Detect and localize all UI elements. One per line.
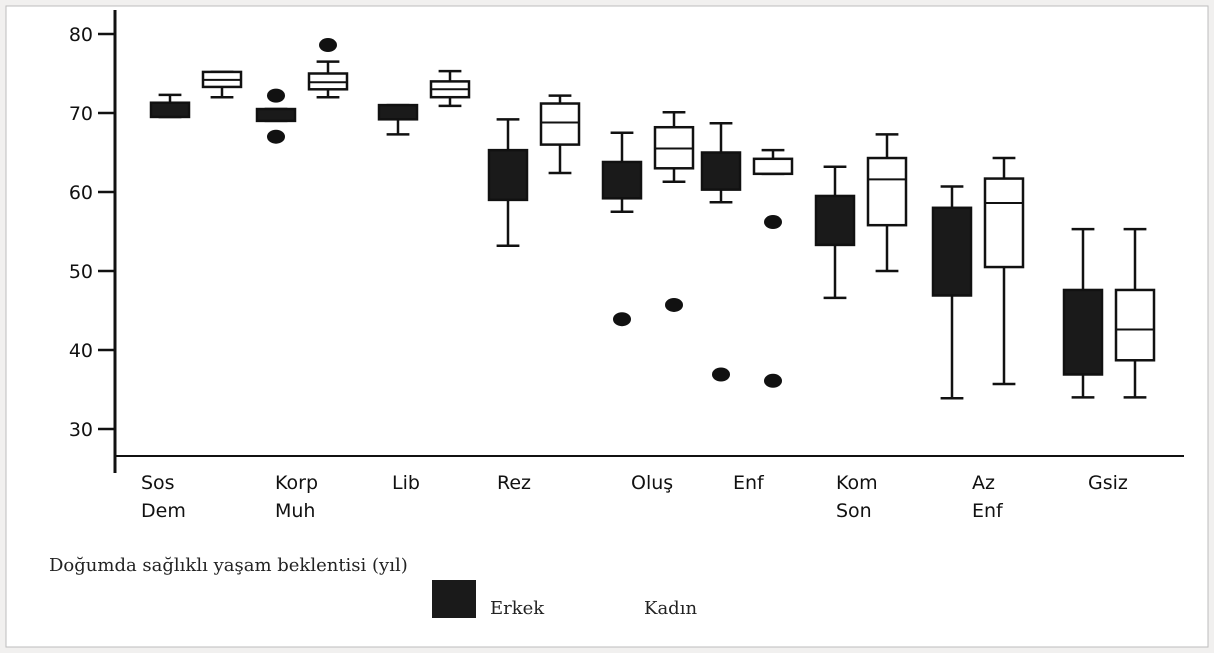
- chart-caption: Doğumda sağlıklı yaşam beklentisi (yıl): [49, 555, 408, 576]
- category-label: Oluş: [631, 472, 673, 494]
- box-erkek: [377, 103, 419, 121]
- outlier-point: [267, 129, 285, 144]
- box-erkek: [931, 206, 973, 297]
- category-label: Dem: [141, 500, 186, 522]
- y-tick-label: 40: [69, 340, 93, 362]
- category-label: Korp: [275, 472, 318, 494]
- category-label: Kom: [836, 472, 878, 494]
- y-tick-label: 30: [69, 419, 93, 441]
- category-label: Muh: [275, 500, 315, 522]
- y-tick-label: 70: [69, 103, 93, 125]
- legend: Erkek Kadın: [432, 579, 697, 619]
- box-erkek: [601, 160, 643, 200]
- box-kadin: [752, 157, 794, 176]
- legend-label-erkek: Erkek: [490, 598, 545, 619]
- outlier-point: [764, 373, 782, 388]
- outlier-point: [267, 88, 285, 103]
- y-tick-label: 80: [69, 24, 93, 46]
- category-label: Gsiz: [1088, 472, 1128, 494]
- y-tick-label: 50: [69, 261, 93, 283]
- legend-swatch-kadin: [580, 579, 626, 619]
- outlier-point: [613, 312, 631, 327]
- outlier-point: [665, 297, 683, 312]
- box-kadin: [866, 156, 908, 227]
- box-kadin: [1114, 288, 1156, 362]
- category-label: Rez: [497, 472, 531, 494]
- box-kadin: [983, 177, 1025, 269]
- box-erkek: [814, 194, 856, 247]
- category-label: Enf: [972, 500, 1004, 522]
- plot-layer: [149, 38, 1156, 400]
- label-layer: Sos Dem Korp Muh Lib Rez Oluş Enf Kom Son Az Enf Gsi…: [141, 472, 1128, 522]
- box-kadin: [539, 102, 581, 146]
- box-erkek: [487, 148, 529, 202]
- category-label: Az: [972, 472, 995, 494]
- box-erkek: [700, 151, 742, 191]
- axes-layer: 30 40 50 60 70 80: [69, 10, 1184, 473]
- outlier-point: [712, 367, 730, 382]
- legend-swatch-erkek: [432, 580, 476, 618]
- category-label: Sos: [141, 472, 175, 494]
- box-erkek: [1062, 288, 1104, 376]
- outlier-point: [319, 38, 337, 53]
- box-erkek: [255, 107, 297, 123]
- category-label: Lib: [392, 472, 420, 494]
- chart-panel: [5, 5, 1209, 648]
- outlier-point: [764, 215, 782, 230]
- category-label: Son: [836, 500, 872, 522]
- box-erkek: [149, 101, 191, 119]
- y-tick-label: 60: [69, 182, 93, 204]
- legend-label-kadin: Kadın: [644, 598, 697, 619]
- category-label: Enf: [733, 472, 765, 494]
